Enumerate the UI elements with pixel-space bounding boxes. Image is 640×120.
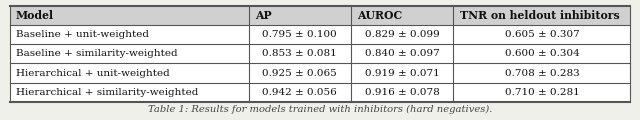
Text: 0.795 ± 0.100: 0.795 ± 0.100 — [262, 30, 337, 39]
Bar — [351, 25, 454, 44]
Text: 0.710 ± 0.281: 0.710 ± 0.281 — [504, 88, 579, 97]
Bar — [10, 63, 248, 83]
Bar — [351, 44, 454, 63]
Bar — [248, 44, 351, 63]
Text: 0.942 ± 0.056: 0.942 ± 0.056 — [262, 88, 337, 97]
Text: Baseline + unit-weighted: Baseline + unit-weighted — [16, 30, 149, 39]
Text: 0.919 ± 0.071: 0.919 ± 0.071 — [365, 69, 440, 78]
Text: 0.853 ± 0.081: 0.853 ± 0.081 — [262, 49, 337, 58]
Bar — [454, 25, 630, 44]
Bar — [248, 6, 351, 25]
Bar — [248, 63, 351, 83]
Bar — [454, 83, 630, 102]
Bar — [351, 63, 454, 83]
Bar — [351, 6, 454, 25]
Text: 0.840 ± 0.097: 0.840 ± 0.097 — [365, 49, 440, 58]
Bar — [248, 25, 351, 44]
Text: 0.605 ± 0.307: 0.605 ± 0.307 — [504, 30, 579, 39]
Bar — [10, 44, 248, 63]
Bar — [10, 6, 248, 25]
Bar — [454, 6, 630, 25]
Text: 0.925 ± 0.065: 0.925 ± 0.065 — [262, 69, 337, 78]
Text: 0.916 ± 0.078: 0.916 ± 0.078 — [365, 88, 440, 97]
Text: Hierarchical + unit-weighted: Hierarchical + unit-weighted — [16, 69, 170, 78]
Bar — [351, 83, 454, 102]
Text: Hierarchical + similarity-weighted: Hierarchical + similarity-weighted — [16, 88, 198, 97]
Text: 0.600 ± 0.304: 0.600 ± 0.304 — [504, 49, 579, 58]
Text: TNR on heldout inhibitors: TNR on heldout inhibitors — [460, 10, 620, 21]
Text: AUROC: AUROC — [357, 10, 403, 21]
Text: Model: Model — [16, 10, 54, 21]
Text: Table 1: Results for models trained with inhibitors (hard negatives).: Table 1: Results for models trained with… — [148, 105, 492, 114]
Bar — [10, 25, 248, 44]
Bar — [10, 83, 248, 102]
Text: 0.829 ± 0.099: 0.829 ± 0.099 — [365, 30, 440, 39]
Bar — [248, 83, 351, 102]
Text: 0.708 ± 0.283: 0.708 ± 0.283 — [504, 69, 579, 78]
Bar — [454, 44, 630, 63]
Text: AP: AP — [255, 10, 271, 21]
Text: Baseline + similarity-weighted: Baseline + similarity-weighted — [16, 49, 178, 58]
Bar — [454, 63, 630, 83]
